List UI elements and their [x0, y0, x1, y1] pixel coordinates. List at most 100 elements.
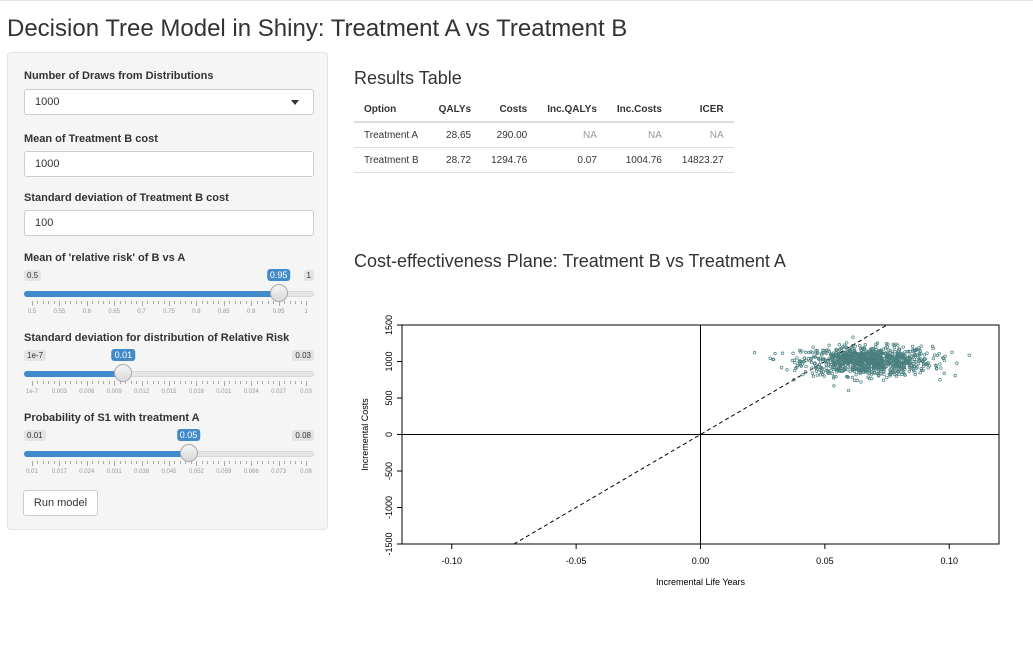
slider-tick	[81, 461, 83, 464]
slider-tick	[81, 381, 83, 384]
slider-tick	[273, 381, 275, 384]
slider-grid-label: 0.8	[192, 309, 201, 315]
slider-tick	[70, 301, 72, 304]
scatter-point	[908, 360, 912, 365]
scatter-point	[817, 362, 821, 367]
scatter-point	[893, 350, 897, 354]
scatter-point	[914, 347, 919, 351]
slider-handle[interactable]	[179, 444, 198, 462]
slider-tick	[240, 301, 242, 304]
slider-tick	[75, 461, 77, 464]
scatter-point	[909, 366, 913, 370]
scatter-point	[910, 354, 914, 358]
slider-tick	[179, 461, 181, 464]
scatter-point	[848, 369, 852, 374]
scatter-point	[899, 361, 903, 365]
slider-tick	[147, 461, 149, 464]
scatter-point	[900, 352, 904, 356]
scatter-point	[864, 355, 868, 359]
mean-cost-input[interactable]: 1000	[24, 151, 314, 177]
slider-tick	[284, 301, 286, 304]
scatter-point	[869, 373, 873, 377]
scatter-point	[912, 367, 916, 371]
slider-tick	[163, 381, 165, 384]
scatter-point	[900, 372, 904, 377]
scatter-point	[830, 371, 834, 376]
sd-cost-label: Standard deviation of Treatment B cost	[24, 192, 229, 204]
scatter-point	[793, 366, 798, 371]
slider-tick	[245, 381, 247, 384]
prob-s1-slider[interactable]: 0.01 0.08 0.05 0.01 0.017 0.024 0.031 0.038 0.04…	[24, 429, 314, 482]
scatter-point	[850, 375, 854, 380]
scatter-point	[903, 373, 907, 377]
slider-tick	[86, 381, 88, 386]
rr-sd-slider[interactable]: 1e-7 0.03 0.01 1e-7 0.003 0.006 0.009 0.012 0.01…	[24, 349, 314, 402]
slider-grid-label: 0.6	[82, 309, 91, 315]
scatter-point	[877, 367, 882, 371]
slider-tick	[207, 381, 209, 384]
chevron-down-icon	[291, 100, 299, 105]
scatter-point	[869, 369, 873, 374]
slider-tick	[42, 301, 44, 304]
scatter-point	[854, 373, 858, 377]
scatter-point	[873, 352, 877, 356]
scatter-point	[937, 352, 941, 356]
slider-tick	[108, 301, 110, 304]
table-row: Treatment B 28.72 1294.76 0.07 1004.76 1…	[354, 147, 734, 173]
scatter-point	[884, 352, 888, 356]
slider-tick	[53, 301, 55, 304]
scatter-point	[847, 349, 852, 354]
slider-grid-label: 0.9	[247, 309, 256, 315]
scatter-point	[834, 374, 838, 379]
scatter-point	[888, 374, 892, 378]
slider-tick	[234, 381, 236, 384]
scatter-point	[860, 359, 865, 363]
scatter-point	[832, 374, 836, 379]
mean-cost-label: Mean of Treatment B cost	[24, 133, 158, 145]
scatter-point	[802, 359, 806, 364]
slider-handle[interactable]	[269, 284, 288, 302]
slider-tick	[48, 381, 50, 384]
slider-tick	[223, 461, 225, 466]
run-model-button[interactable]: Run model	[23, 490, 98, 516]
scatter-point	[832, 366, 836, 370]
scatter-point	[810, 371, 815, 375]
table-cell: 1294.76	[481, 147, 538, 173]
scatter-point	[859, 380, 863, 384]
scatter-point	[840, 362, 844, 367]
slider-tick	[130, 301, 132, 304]
scatter-point	[811, 374, 816, 378]
scatter-point	[814, 369, 819, 373]
y-tick-label: -500	[384, 462, 394, 480]
sd-cost-input[interactable]: 100	[24, 210, 314, 236]
scatter-point	[880, 361, 884, 365]
scatter-point	[852, 359, 856, 363]
slider-tick	[158, 301, 160, 304]
prob-s1-label: Probability of S1 with treatment A	[24, 412, 200, 424]
y-tick-label: 0	[384, 432, 394, 437]
scatter-point	[875, 347, 879, 352]
slider-min-label: 1e-7	[24, 350, 47, 361]
x-axis-label: Incremental Life Years	[656, 577, 746, 587]
slider-tick	[141, 301, 143, 306]
scatter-point	[844, 351, 849, 356]
slider-grid-label: 0.066	[243, 469, 259, 475]
slider-tick	[32, 461, 33, 466]
column-header: Costs	[481, 97, 538, 123]
slider-grid-label: 0.95	[272, 309, 285, 315]
draws-select[interactable]: 1000	[24, 89, 314, 115]
scatter-point	[872, 365, 876, 369]
rr-mean-slider[interactable]: 0.5 1 0.95 0.5 0.55 0.6 0.65 0.7 0.75 0.8 0.85 0.9 0…	[24, 269, 314, 322]
scatter-point	[867, 358, 872, 363]
slider-tick	[223, 381, 225, 386]
slider-tick	[53, 461, 55, 464]
scatter-point	[876, 363, 880, 367]
slider-handle[interactable]	[114, 364, 133, 382]
scatter-point	[801, 372, 805, 377]
scatter-point	[909, 366, 913, 370]
slider-grid-labels: 0.5 0.55 0.6 0.65 0.7 0.75 0.8 0.85 0.9 0.95 1	[24, 309, 314, 317]
slider-tick	[114, 461, 116, 466]
slider-grid-label: 0.006	[79, 389, 95, 395]
scatter-point	[851, 344, 855, 348]
slider-tick	[158, 461, 160, 464]
